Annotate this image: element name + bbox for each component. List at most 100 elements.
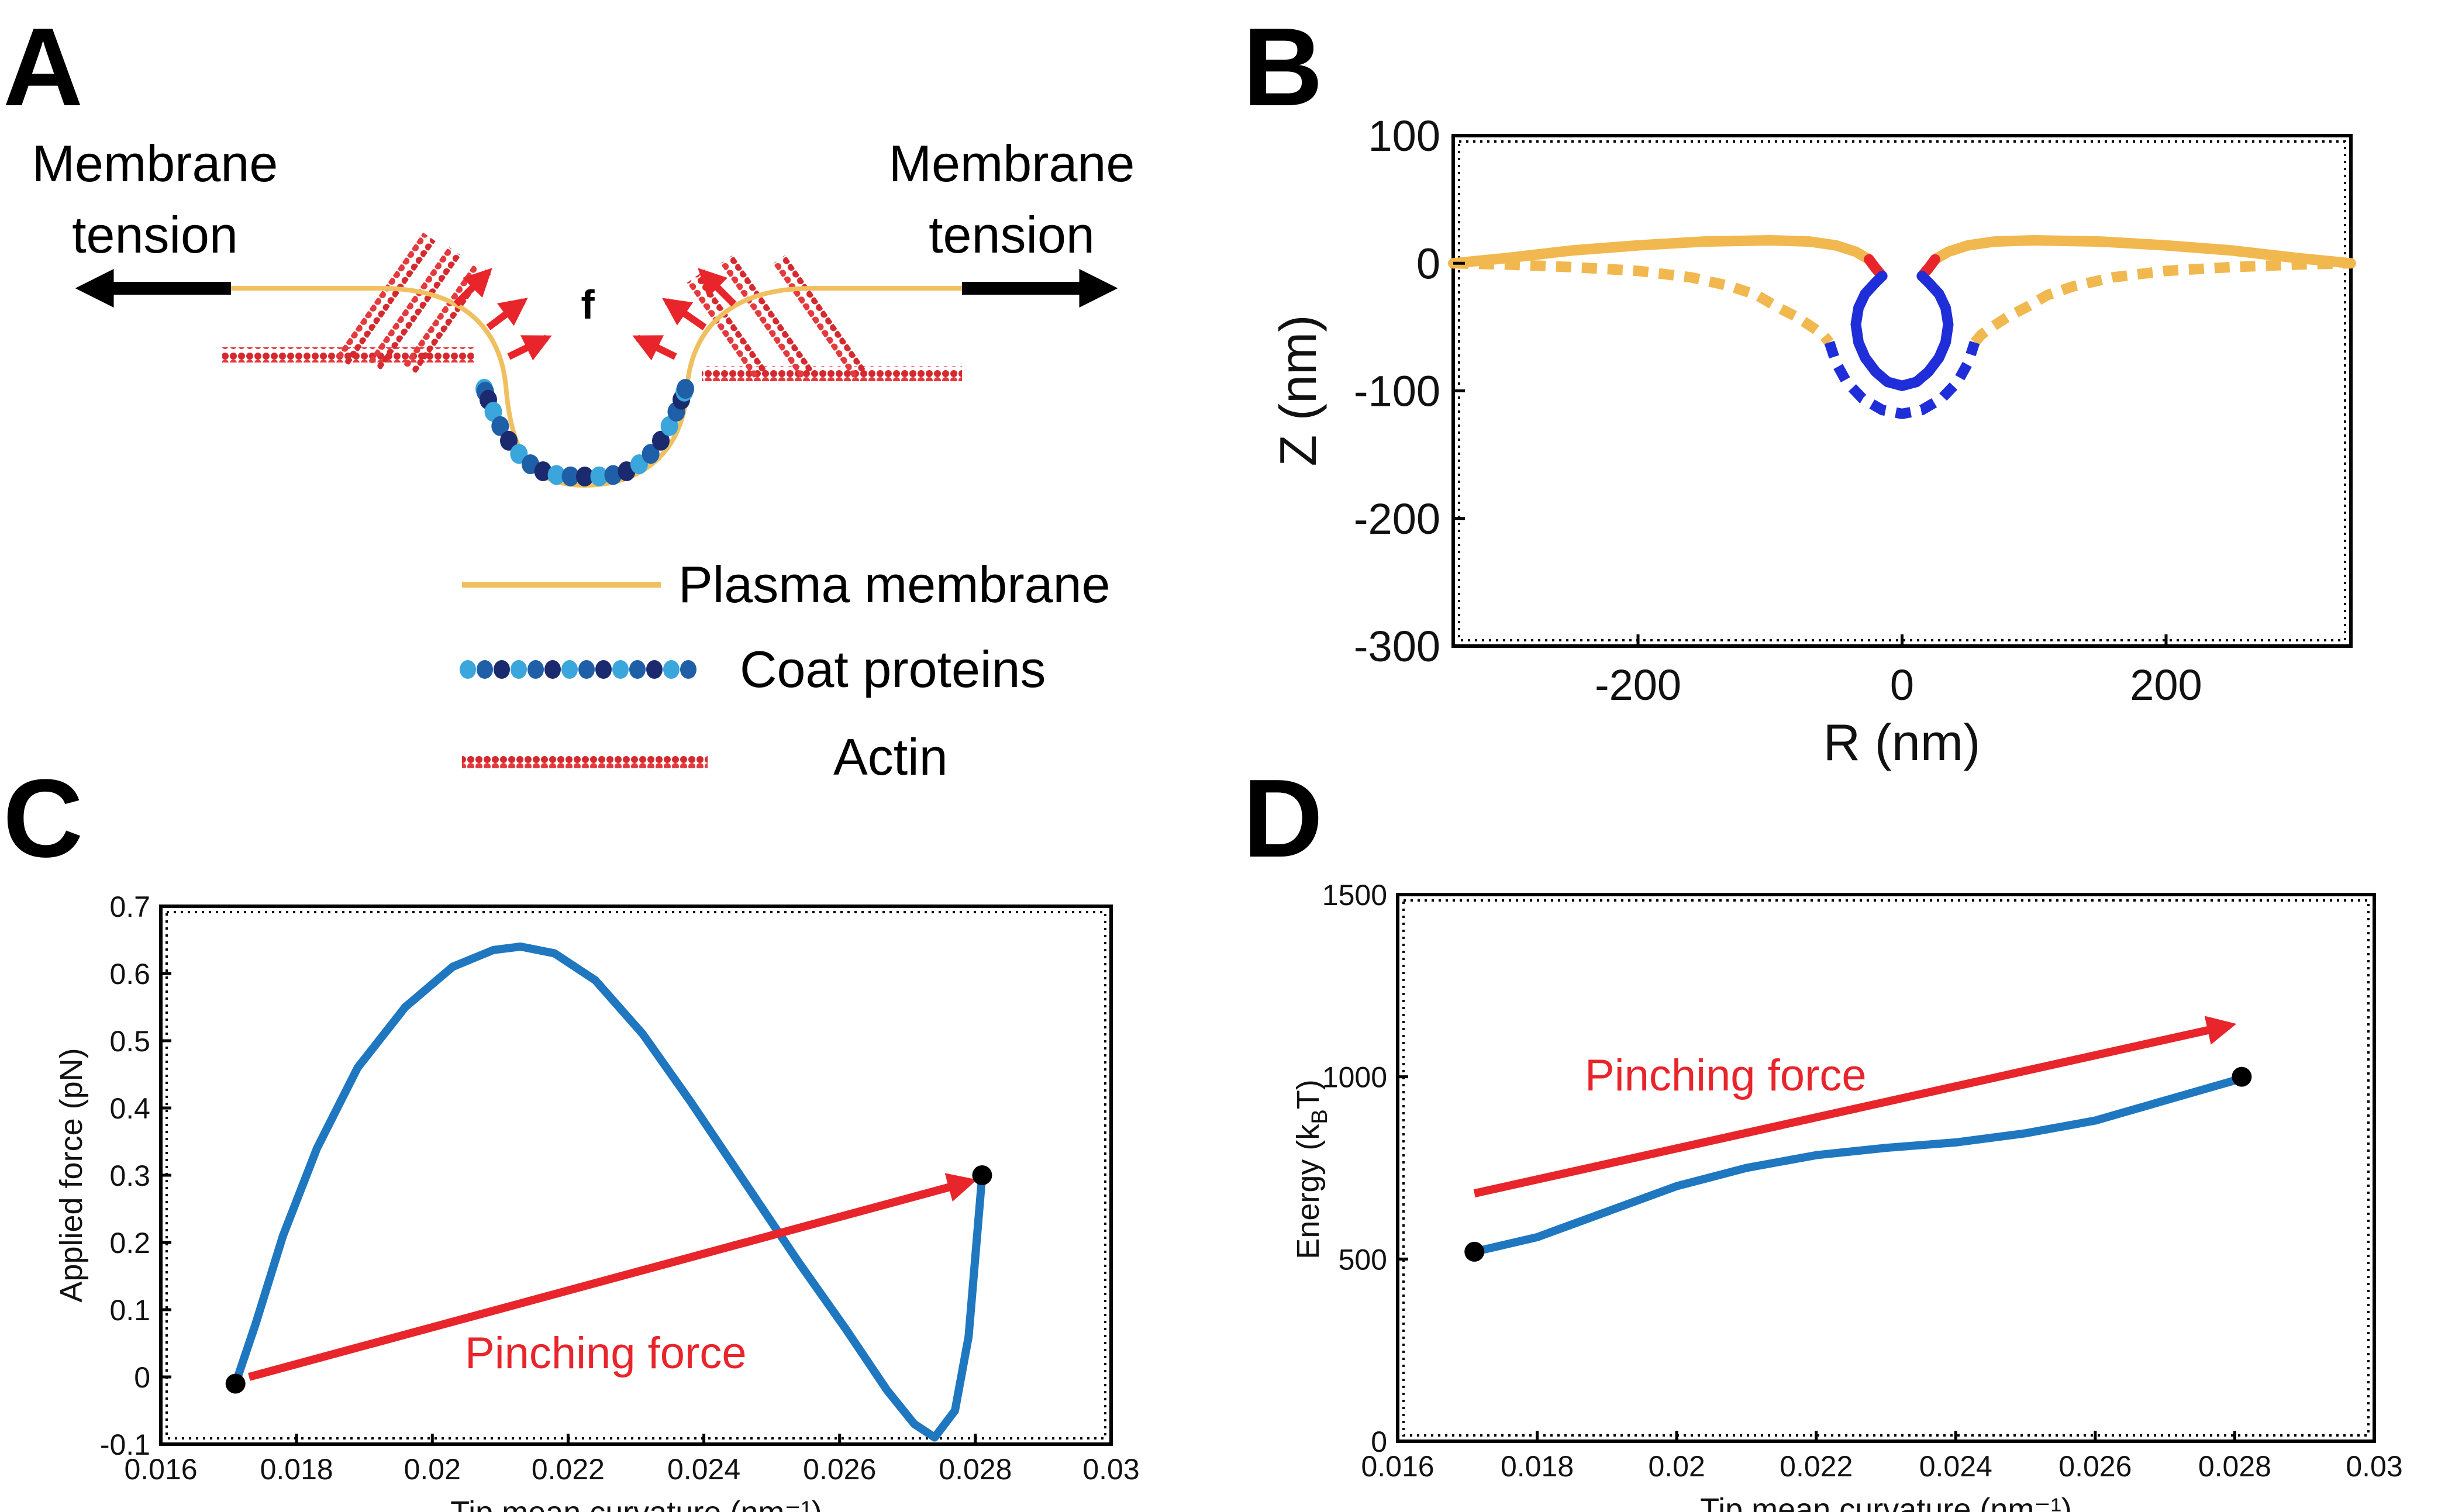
coat-legend-bead <box>612 660 629 679</box>
y-tick-label: 100 <box>1368 112 1440 160</box>
panel-letter-a: A <box>3 5 83 129</box>
y-tick-label: 0.5 <box>109 1025 150 1058</box>
legend-coat-swatch <box>460 660 696 679</box>
x-tick-label: 0.02 <box>1648 1450 1705 1483</box>
y-tick-label: 0 <box>1371 1425 1387 1458</box>
force-arrow-2 <box>486 298 528 330</box>
actin-left-branch-2 <box>368 246 461 371</box>
chart-c-ticks: 0.016 0.018 0.02 0.022 0.024 0.026 0.028 0.03 -0… <box>100 890 1140 1486</box>
coat-protein-bead <box>604 465 622 485</box>
series-line-membrane-solid-right <box>1929 235 2356 269</box>
chart-c-marks: Pinching force <box>225 943 992 1442</box>
y-tick-label: 0.2 <box>109 1227 150 1259</box>
coat-protein-bead <box>547 465 565 485</box>
actin-right-branch-3 <box>687 274 767 379</box>
x-tick-label: 0.016 <box>124 1453 197 1486</box>
coat-legend-bead <box>646 660 663 679</box>
pinching-force-arrow <box>1473 1016 2237 1197</box>
coat-legend-bead <box>511 660 527 679</box>
y-tick-label: 0.7 <box>109 890 150 923</box>
chart-b-marks <box>1448 235 2356 419</box>
coat-legend-bead <box>629 660 646 679</box>
actin-right-branch-2 <box>720 254 813 379</box>
y-tick-label: -0.1 <box>100 1428 150 1461</box>
x-tick-label: 0.03 <box>1082 1453 1139 1486</box>
actin-right-base <box>702 366 962 381</box>
force-arrow-4 <box>698 268 737 307</box>
x-tick-label: 0.026 <box>803 1453 876 1486</box>
chart-d-ticks: 0.016 0.018 0.02 0.022 0.024 0.026 0.028 0.03 0 5… <box>1322 879 2403 1483</box>
series-line-membrane-dotted-left <box>1453 258 1834 346</box>
chart-b-ticks: -200 0 200 100 0 -100 -200 -300 <box>1354 112 2202 709</box>
y-tick-label: -200 <box>1354 495 1440 543</box>
x-tick-label: -200 <box>1595 661 1681 709</box>
x-tick-label: 0 <box>1890 661 1914 709</box>
x-tick-label: 200 <box>2130 661 2202 709</box>
panel-d-energy-chart: D Pinching force 0.016 0.018 0.02 0.022 0.02… <box>1243 757 2403 1512</box>
coat-legend-bead <box>460 660 476 679</box>
coat-protein-bead <box>651 430 670 451</box>
x-tick-label: 0.028 <box>2198 1450 2271 1483</box>
pinching-force-label: Pinching force <box>1585 1051 1867 1100</box>
chart-d-marks: Pinching force <box>1464 1016 2252 1262</box>
y-tick-label: 0 <box>1416 239 1440 288</box>
coat-protein-bead <box>561 466 580 486</box>
x-tick-label: 0.024 <box>667 1453 740 1486</box>
x-tick-label: 0.026 <box>2058 1450 2132 1483</box>
endpoint-marker-2 <box>2232 1066 2252 1087</box>
y-axis-label-d: Energy (kBT) <box>1291 1079 1332 1259</box>
series-line-force-curve <box>231 943 987 1442</box>
legend-actin-swatch <box>462 753 708 768</box>
x-axis-label-d: Tip mean curvature (nm⁻¹) <box>1700 1492 2072 1512</box>
coat-protein-bead <box>642 444 660 464</box>
coat-legend-bead <box>595 660 612 679</box>
coat-legend-bead <box>578 660 595 679</box>
panel-c-force-chart: C Pinching force 0.016 0.018 0.02 0.022 0.02… <box>3 757 1140 1512</box>
force-arrow-5 <box>662 298 707 330</box>
coat-legend-bead <box>680 660 696 679</box>
panel-a-schematic: A Membrane tension Membrane tension <box>3 5 1135 786</box>
series-line-membrane-dotted-right <box>1970 258 2351 346</box>
legend-coat-label: Coat proteins <box>740 640 1046 698</box>
coat-legend-bead <box>477 660 493 679</box>
panel-letter-c: C <box>3 757 83 881</box>
series-line-membrane-solid-left <box>1448 235 1875 269</box>
y-tick-label: 0 <box>134 1361 150 1394</box>
actin-left-branch-1 <box>336 232 436 366</box>
coat-protein-bead <box>590 466 608 486</box>
actin-network <box>222 232 962 381</box>
plasma-membrane-shape <box>231 286 962 488</box>
tension-right-line2: tension <box>929 206 1095 264</box>
y-tick-label: 0.4 <box>109 1092 150 1125</box>
force-arrows <box>453 268 737 361</box>
tension-left-line1: Membrane <box>32 134 278 192</box>
x-tick-label: 0.022 <box>1780 1450 1853 1483</box>
coat-legend-bead <box>561 660 578 679</box>
force-label: f <box>581 282 595 327</box>
x-tick-label: 0.028 <box>939 1453 1012 1486</box>
legend-actin-label: Actin <box>833 728 948 786</box>
pinching-force-arrow <box>248 1173 977 1381</box>
x-tick-label: 0.03 <box>2346 1450 2402 1483</box>
force-arrow-3 <box>507 334 552 361</box>
x-axis-label-b: R (nm) <box>1823 713 1981 771</box>
plot-frame-d <box>1396 893 2376 1443</box>
coat-protein-bead <box>677 379 694 399</box>
x-tick-label: 0.018 <box>260 1453 333 1486</box>
pinching-force-label: Pinching force <box>465 1328 747 1378</box>
endpoint-marker-1 <box>225 1373 246 1394</box>
x-tick-label: 0.018 <box>1501 1450 1574 1483</box>
y-axis-label-b: Z (nm) <box>1269 315 1327 466</box>
legend-a: Plasma membrane Coat proteins Actin <box>460 555 1111 786</box>
force-arrow-6 <box>632 334 677 361</box>
y-tick-label: -300 <box>1354 622 1440 671</box>
y-tick-label: 0.6 <box>109 958 150 990</box>
y-tick-label: 1500 <box>1322 879 1387 912</box>
x-axis-label-c: Tip mean curvature (nm⁻¹) <box>450 1495 822 1512</box>
coat-legend-bead <box>494 660 510 679</box>
x-tick-label: 0.022 <box>532 1453 605 1486</box>
panel-b-shape-chart: B -200 0 200 100 0 -100 -200 -300 R (nm) Z (nm) <box>1243 5 2356 771</box>
coat-legend-bead <box>544 660 561 679</box>
x-tick-label: 0.02 <box>404 1453 461 1486</box>
